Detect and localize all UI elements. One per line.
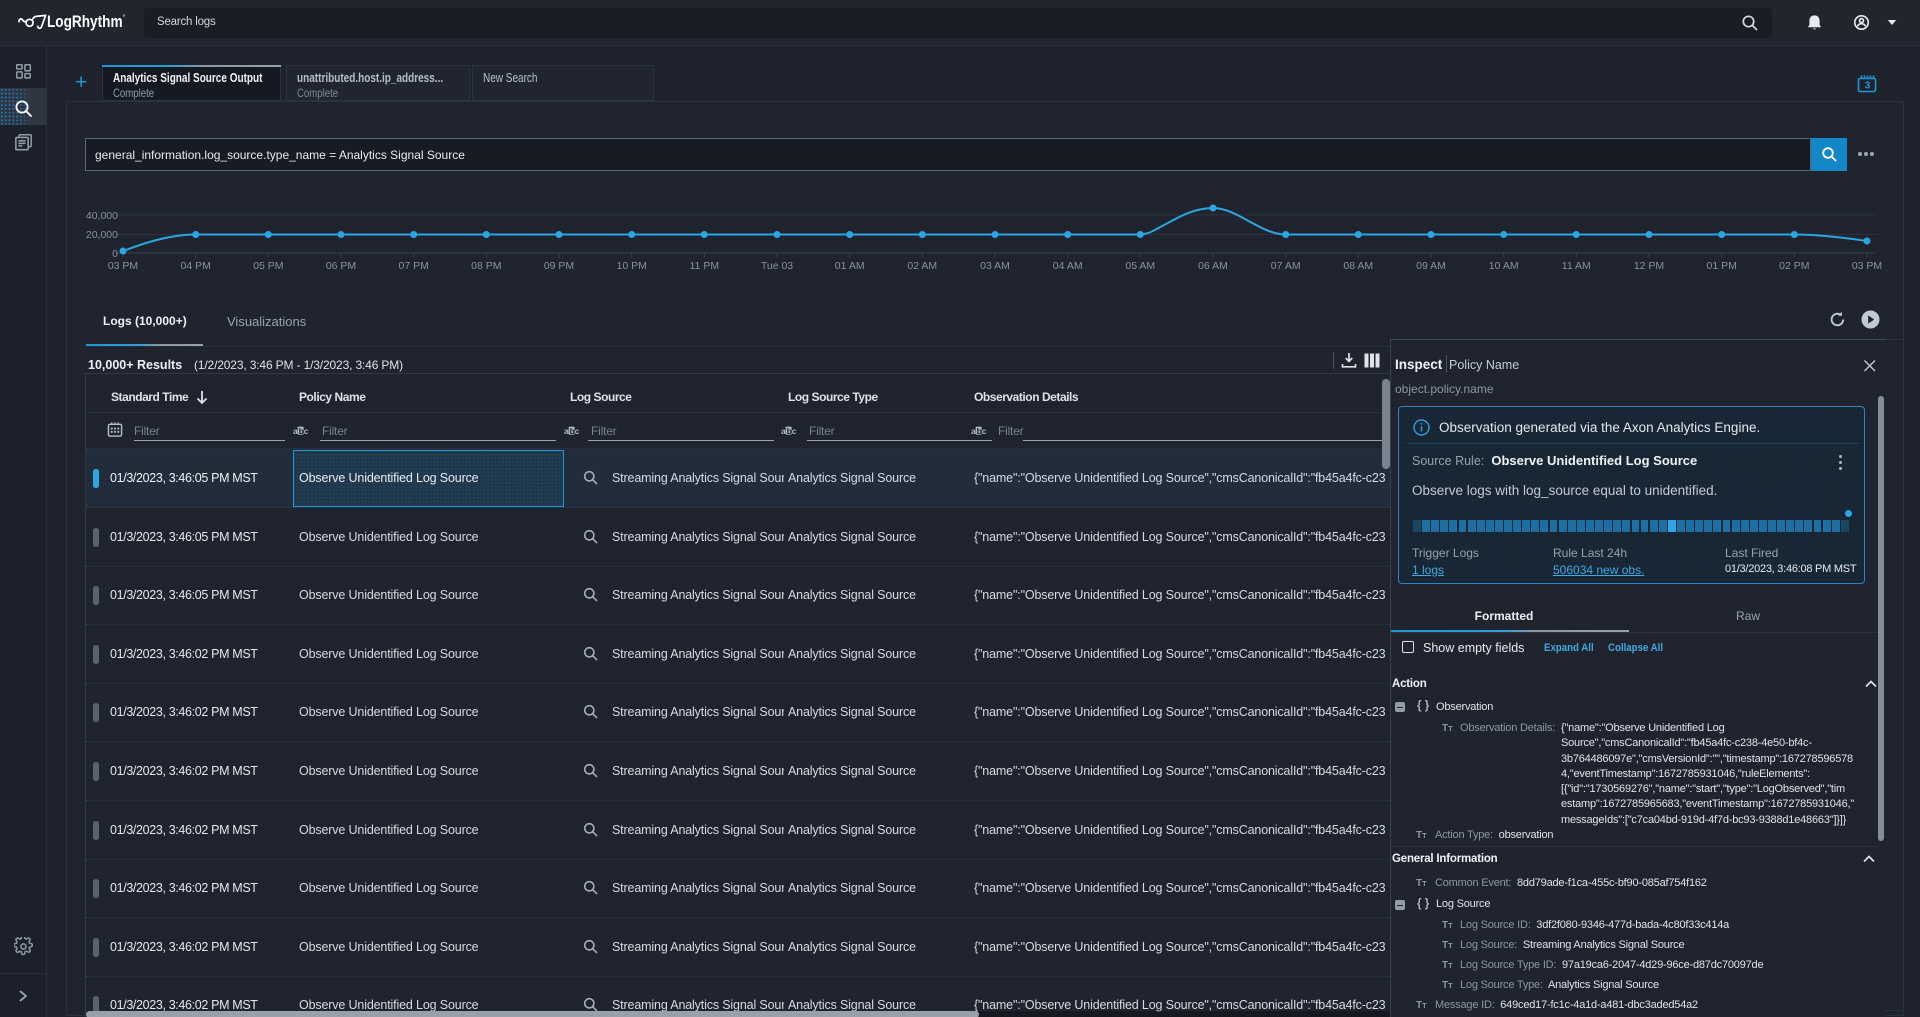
svg-text:06 AM: 06 AM	[1198, 260, 1228, 272]
svg-text:09 PM: 09 PM	[544, 260, 574, 272]
svg-text:11 AM: 11 AM	[1562, 260, 1591, 272]
svg-text:05 PM: 05 PM	[253, 260, 283, 272]
svg-text:06 PM: 06 PM	[326, 260, 356, 272]
svg-text:b: b	[299, 426, 304, 436]
svg-text:20,000: 20,000	[86, 229, 118, 241]
svg-text:08 AM: 08 AM	[1343, 260, 1373, 272]
svg-text:08 PM: 08 PM	[471, 260, 501, 272]
svg-text:40,000: 40,000	[86, 210, 118, 222]
svg-text:03 PM: 03 PM	[108, 260, 138, 272]
svg-text:03 AM: 03 AM	[980, 260, 1010, 272]
svg-text:a: a	[293, 426, 298, 436]
svg-text:07 AM: 07 AM	[1271, 260, 1301, 272]
svg-text:c: c	[304, 426, 308, 436]
svg-text:3: 3	[1865, 81, 1871, 92]
svg-text:07 PM: 07 PM	[399, 260, 429, 272]
svg-text:b: b	[977, 426, 982, 436]
svg-text:03 PM: 03 PM	[1852, 260, 1882, 272]
svg-text:02 PM: 02 PM	[1779, 260, 1809, 272]
svg-text:c: c	[792, 426, 796, 436]
svg-text:04 PM: 04 PM	[181, 260, 211, 272]
svg-text:10 PM: 10 PM	[617, 260, 647, 272]
svg-text:01 PM: 01 PM	[1707, 260, 1737, 272]
svg-text:b: b	[787, 426, 792, 436]
svg-text:Tue 03: Tue 03	[761, 260, 793, 272]
svg-text:02 AM: 02 AM	[907, 260, 937, 272]
svg-text:0: 0	[112, 248, 118, 260]
svg-text:a: a	[781, 426, 786, 436]
svg-text:04 AM: 04 AM	[1053, 260, 1083, 272]
svg-text:01 AM: 01 AM	[835, 260, 865, 272]
svg-text:12 PM: 12 PM	[1634, 260, 1664, 272]
svg-text:09 AM: 09 AM	[1416, 260, 1446, 272]
svg-text:a: a	[564, 426, 569, 436]
svg-text:05 AM: 05 AM	[1125, 260, 1155, 272]
svg-text:c: c	[982, 426, 986, 436]
svg-text:a: a	[971, 426, 976, 436]
svg-text:c: c	[575, 426, 579, 436]
svg-text:11 PM: 11 PM	[690, 260, 720, 272]
svg-text:10 AM: 10 AM	[1489, 260, 1519, 272]
svg-text:b: b	[570, 426, 575, 436]
